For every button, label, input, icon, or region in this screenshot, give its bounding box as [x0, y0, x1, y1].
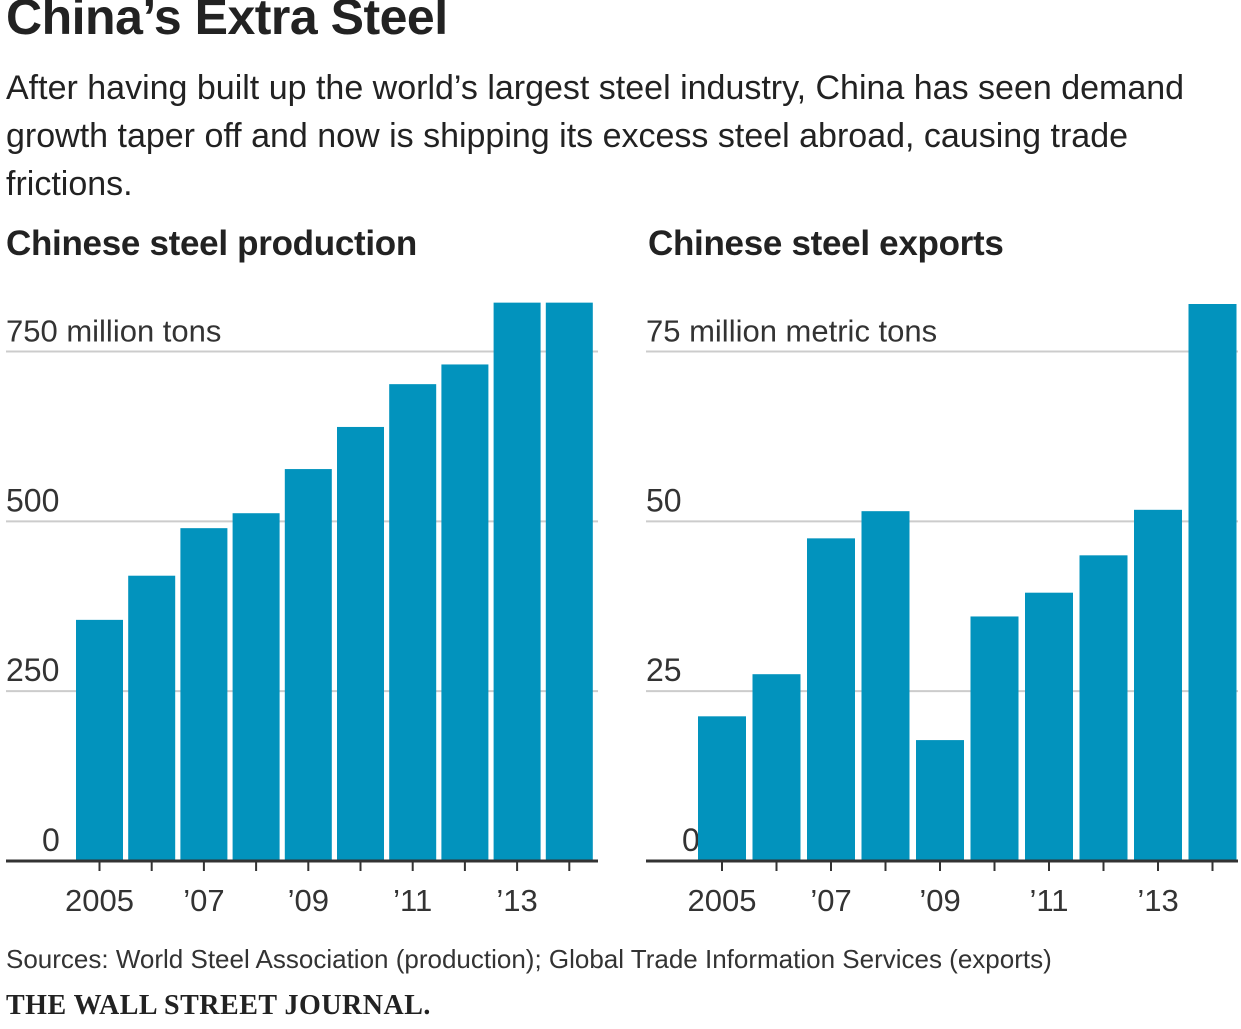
exports-bar-2007: [807, 538, 855, 861]
exports-xtick-label: ’09: [919, 883, 960, 918]
production-bar-2014: [545, 302, 593, 861]
exports-unit-label: 75 million metric tons: [646, 314, 937, 349]
production-bar-2007: [180, 528, 228, 861]
production-bar-2006: [128, 575, 176, 861]
production-xtick-label: ’07: [183, 883, 224, 918]
exports-bar-2011: [1025, 592, 1073, 861]
production-ytick-label: 0: [42, 822, 60, 858]
production-bar-2012: [441, 364, 489, 861]
exports-chart-title: Chinese steel exports: [648, 224, 1004, 263]
exports-ytick-label: 25: [646, 652, 682, 688]
exports-xtick-label: ’07: [810, 883, 851, 918]
page-title: China’s Extra Steel: [6, 0, 448, 45]
exports-bar-2008: [861, 511, 910, 861]
exports-xtick-label: ’11: [1029, 883, 1068, 918]
exports-xtick-label: ’13: [1137, 883, 1178, 918]
exports-ytick-label: 50: [646, 482, 682, 518]
production-unit-label: 750 million tons: [6, 314, 221, 349]
production-bar-2013: [493, 302, 541, 861]
production-bar-2010: [337, 426, 384, 861]
page-subtitle: After having built up the world’s larges…: [6, 69, 1185, 203]
production-xtick-label: ’09: [288, 883, 329, 918]
sources-note: Sources: World Steel Association (produc…: [6, 944, 1052, 974]
production-bar-2005: [76, 619, 123, 861]
exports-bar-2005: [698, 716, 746, 861]
publisher-logo: THE WALL STREET JOURNAL.: [6, 990, 431, 1021]
exports-bar-2012: [1079, 555, 1128, 861]
exports-bar-2010: [970, 616, 1019, 861]
production-ytick-label: 250: [6, 652, 59, 688]
exports-ytick-label: 0: [682, 822, 700, 858]
production-bar-2011: [389, 384, 437, 861]
production-bar-2009: [284, 469, 332, 861]
exports-bar-2006: [752, 674, 801, 861]
production-ytick-label: 500: [6, 482, 59, 518]
production-bar-chart: 0 250 500 750 million tons 2005 ’07 ’09 ’11 ’13: [6, 302, 598, 918]
exports-bar-2009: [916, 740, 964, 861]
exports-bar-2013: [1134, 509, 1182, 861]
production-xtick-label: ’11: [393, 883, 432, 918]
exports-bar-chart: 0 25 50 75 million metric tons 2005 ’07 ’09 ’11…: [646, 304, 1238, 918]
exports-bar-2014: [1188, 304, 1237, 861]
production-xtick-label: 2005: [65, 883, 134, 918]
production-xtick-label: ’13: [496, 883, 537, 918]
exports-xtick-label: 2005: [688, 883, 757, 918]
production-bar-2008: [232, 513, 280, 861]
production-chart-title: Chinese steel production: [6, 224, 417, 263]
